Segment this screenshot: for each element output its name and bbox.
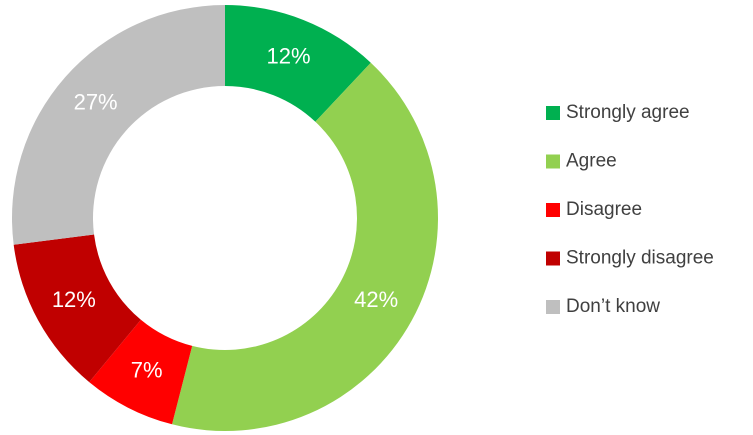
- legend-label: Strongly agree: [566, 102, 690, 123]
- data-label: 12%: [266, 43, 310, 68]
- legend-swatch: [546, 203, 560, 217]
- legend-swatch: [546, 154, 560, 169]
- legend-label: Agree: [566, 151, 617, 172]
- donut-slice: [13, 234, 141, 383]
- data-label: 27%: [74, 90, 118, 115]
- legend-swatch: [546, 300, 560, 314]
- donut-slice: [225, 5, 371, 122]
- data-label: 12%: [52, 287, 96, 312]
- legend-label: Don’t know: [566, 296, 660, 317]
- legend-label: Strongly disagree: [566, 248, 714, 269]
- legend-label: Disagree: [566, 199, 642, 220]
- data-label: 7%: [131, 358, 163, 383]
- legend-swatch: [546, 251, 560, 266]
- donut-slice: [89, 319, 193, 425]
- donut-slice: [172, 62, 438, 432]
- donut-slice: [11, 5, 225, 245]
- data-label: 42%: [354, 287, 398, 312]
- legend-swatch: [546, 106, 560, 120]
